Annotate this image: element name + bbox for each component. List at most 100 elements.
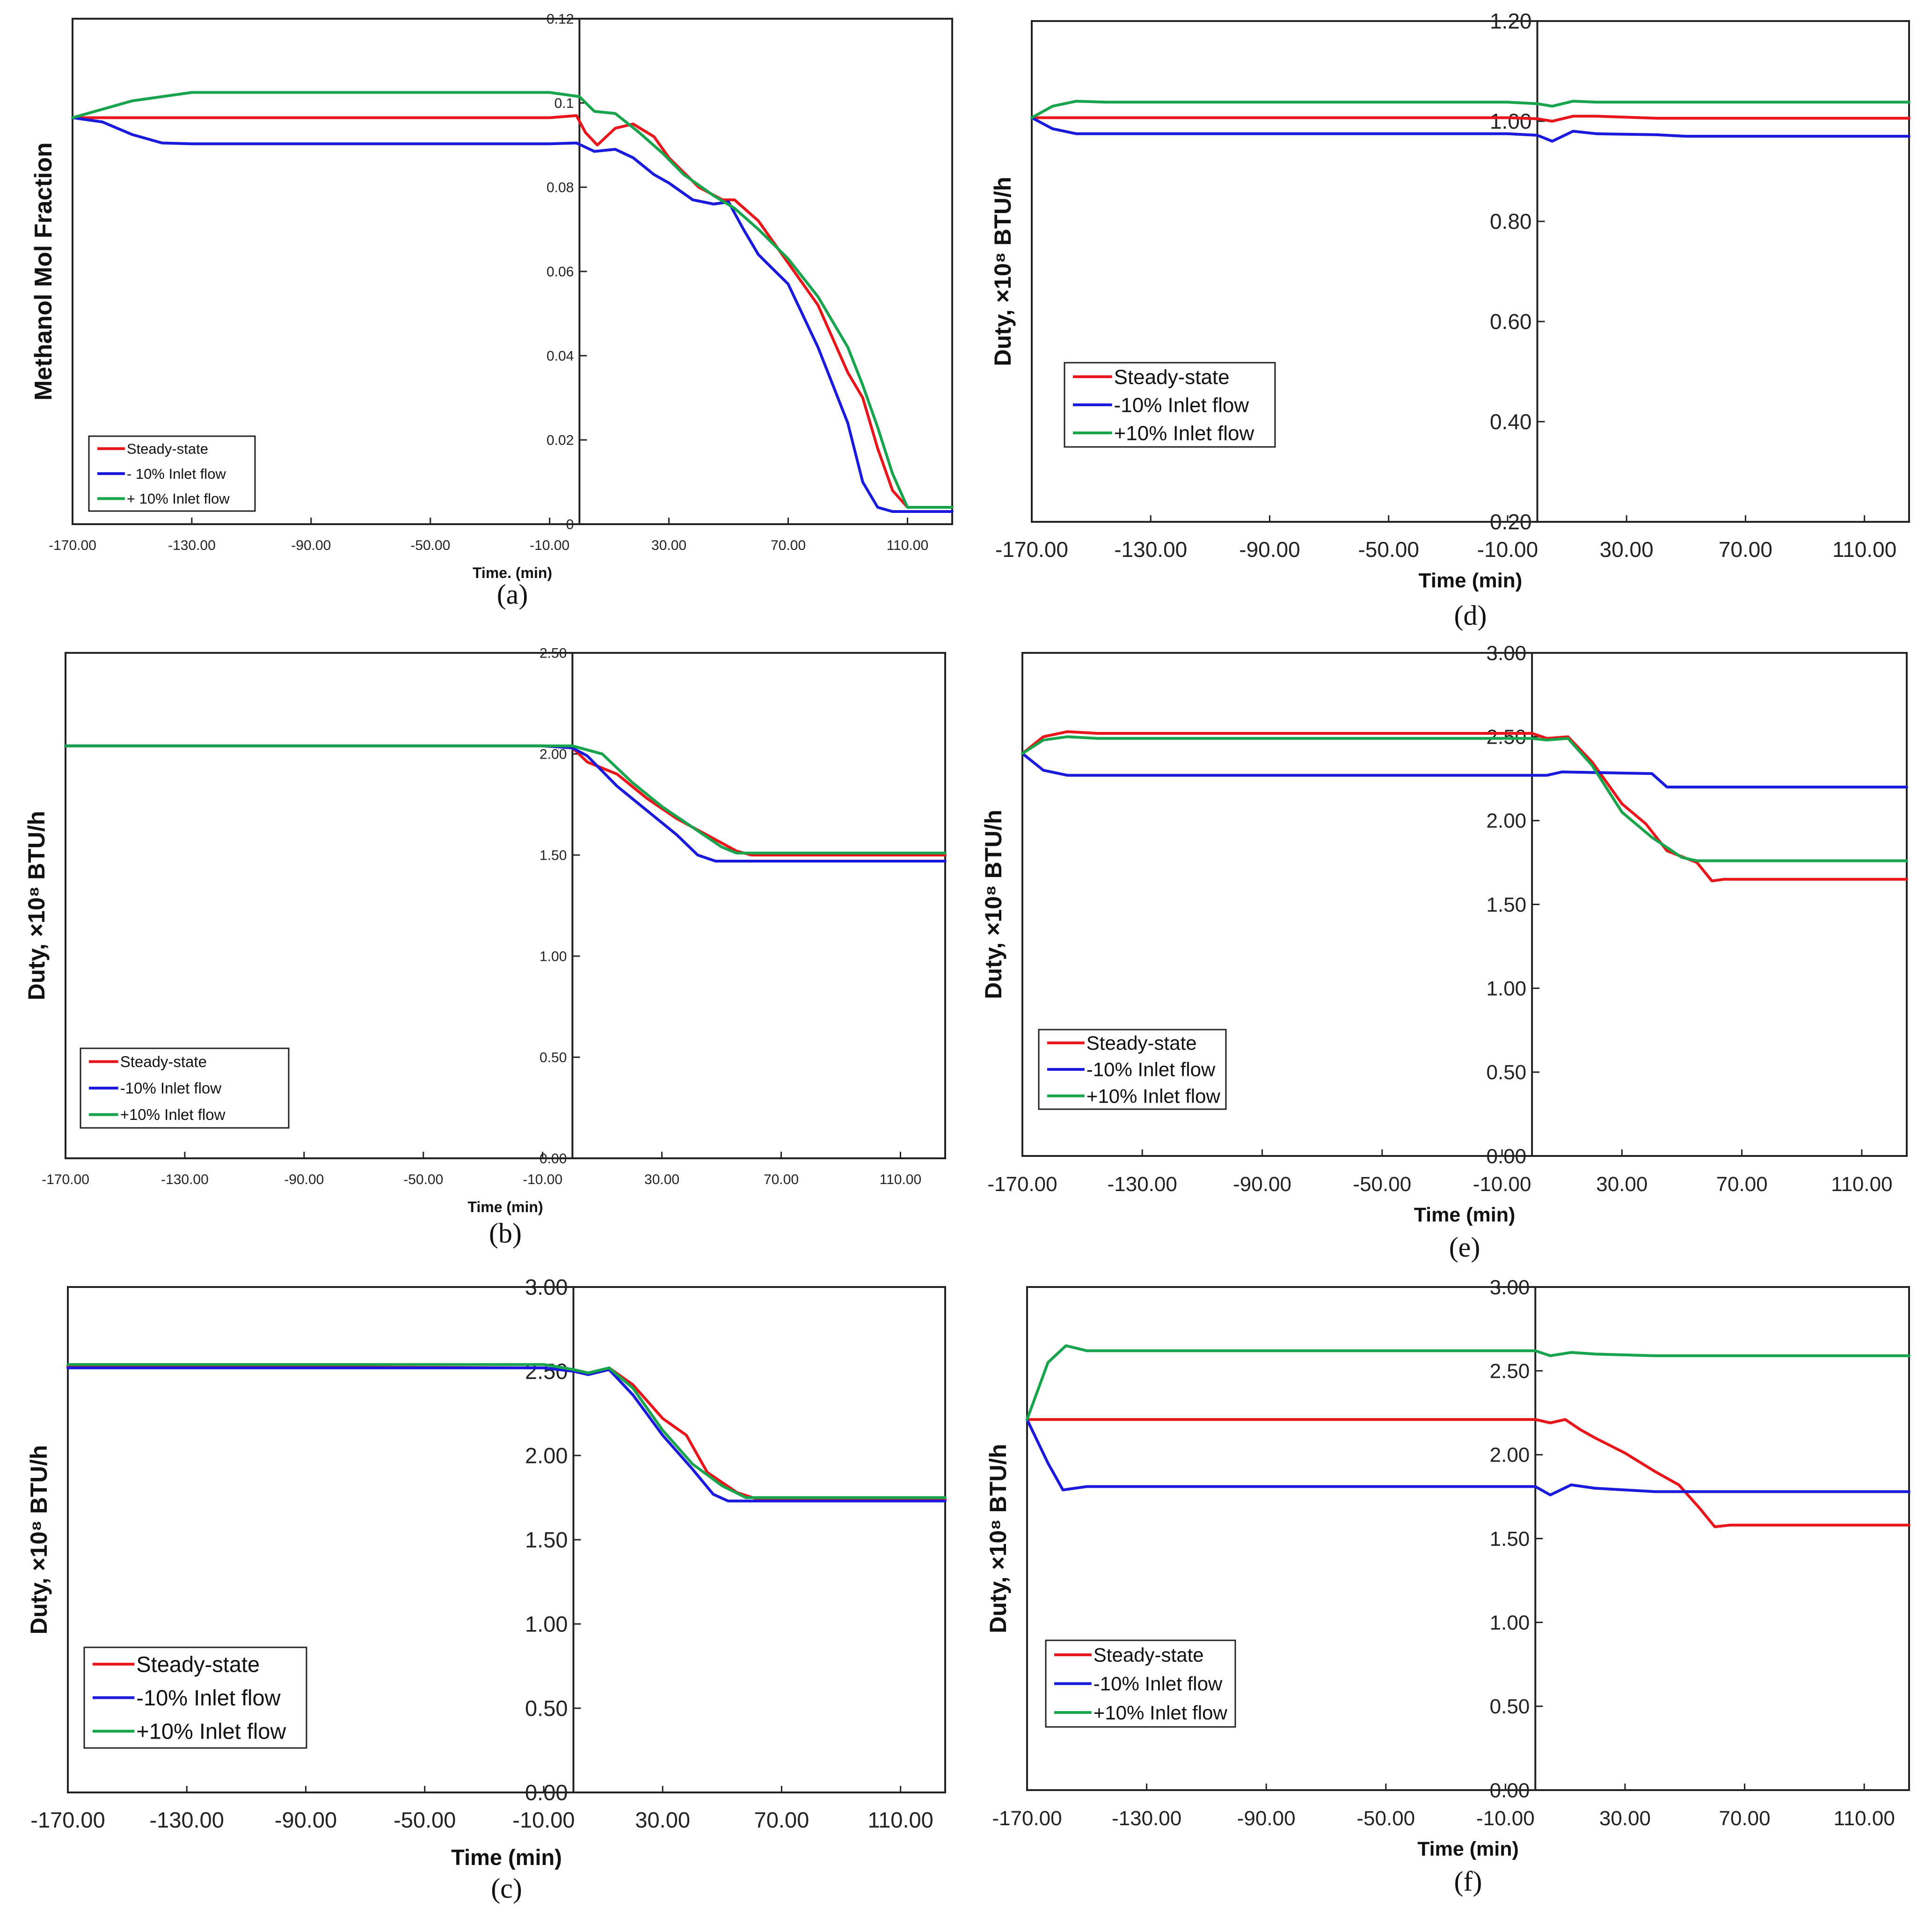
x-tick-label: -90.00 [1237, 1807, 1296, 1830]
y-tick-label: 0.04 [547, 349, 574, 364]
x-tick-label: -10.00 [512, 1807, 575, 1832]
x-axis-title: Time (min) [1417, 1838, 1519, 1860]
y-tick-label: 0.06 [547, 264, 574, 280]
y-tick-label: 0.02 [547, 433, 574, 448]
legend-label: -10% Inlet flow [1114, 394, 1249, 417]
y-tick-label: 2.00 [525, 1443, 568, 1468]
series-line-steady [1026, 1418, 1910, 1528]
y-axis-title: Duty, ×10⁸ BTU/h [980, 810, 1006, 999]
chart-c: 0.00 0.50 1.00 1.50 2.00 2.50 3.00 -170.00 -130.… [26, 1274, 947, 1904]
legend-label: +10% Inlet flow [1086, 1085, 1221, 1107]
x-tick-label: 30.00 [1599, 1807, 1651, 1830]
y-tick-label: 0.00 [525, 1780, 568, 1805]
series-line-minus [71, 116, 954, 513]
legend-label: +10% Inlet flow [136, 1719, 286, 1744]
x-tick-label: -170.00 [992, 1807, 1062, 1830]
y-tick-label: 1.00 [1490, 109, 1532, 133]
x-tick-label: -90.00 [284, 1172, 324, 1187]
x-axis-title: Time (min) [1419, 569, 1523, 592]
y-tick-label: 3.00 [1490, 1276, 1530, 1299]
x-tick-label: -130.00 [1108, 1173, 1177, 1196]
legend-label: +10% Inlet flow [1094, 1702, 1228, 1724]
x-tick-label: -170.00 [30, 1807, 105, 1832]
legend: Steady-state -10% Inlet flow +10% Inlet fl… [1038, 1029, 1227, 1110]
series-line-plus [1026, 1344, 1910, 1421]
y-tick-label: 0.50 [1490, 1695, 1530, 1718]
y-tick-label: 0.50 [525, 1696, 568, 1720]
x-tick-label: 70.00 [764, 1172, 799, 1187]
x-tick-label: -50.00 [1358, 537, 1419, 562]
y-tick-label: 0 [566, 517, 574, 533]
chart-e: 0.000.501.001.502.002.503.00-170.00 -130.… [980, 642, 1908, 1263]
legend-label: Steady-state [1114, 366, 1230, 388]
legend-label: Steady-state [136, 1652, 260, 1676]
legend-label: Steady-state [1086, 1032, 1197, 1054]
series-line-minus [66, 1366, 947, 1503]
x-tick-label: -10.00 [1473, 1173, 1531, 1196]
y-tick-label: 0.1 [554, 96, 574, 111]
legend-label: Steady-state [120, 1053, 207, 1070]
x-tick-label: 30.00 [1596, 1173, 1648, 1196]
y-tick-label: 0.00 [1487, 1145, 1527, 1168]
x-tick-label: -10.00 [523, 1172, 562, 1187]
y-tick-label: 1.00 [1490, 1611, 1530, 1634]
panel-label: (d) [1454, 600, 1487, 631]
x-tick-label: -130.00 [150, 1807, 224, 1832]
x-tick-label: 30.00 [1600, 537, 1654, 562]
y-tick-label: 1.00 [1487, 977, 1527, 1000]
legend-label: -10% Inlet flow [1094, 1673, 1223, 1695]
legend-label: Steady-state [127, 441, 208, 457]
y-tick-label: 0.00 [540, 1151, 567, 1167]
y-tick-label: 1.20 [1490, 9, 1532, 33]
y-tick-label: 0.40 [1490, 410, 1532, 434]
x-axis-title: Time (min) [1414, 1204, 1516, 1226]
legend-label: -10% Inlet flow [1086, 1059, 1216, 1081]
series-line-steady [1030, 115, 1910, 123]
x-tick-label: -50.00 [403, 1172, 443, 1187]
chart-d: 0.20 0.40 0.60 0.80 1.00 1.20 -170.00 -130.00 -9… [990, 9, 1910, 631]
y-tick-label: 0.80 [1490, 209, 1532, 234]
series-line-plus [71, 91, 954, 509]
y-tick-label: 1.00 [525, 1611, 568, 1636]
y-tick-label: 2.50 [1490, 1360, 1530, 1383]
x-tick-label: 70.00 [754, 1807, 809, 1832]
y-tick-label: 2.00 [1487, 810, 1527, 833]
x-tick-label: -170.00 [42, 1172, 89, 1187]
y-tick-label: 2.00 [1490, 1444, 1530, 1467]
x-tick-label: -50.00 [1353, 1173, 1411, 1196]
x-tick-label: 110.00 [1833, 1807, 1895, 1830]
x-tick-label: -130.00 [161, 1172, 209, 1187]
x-tick-label: 110.00 [1831, 1173, 1892, 1196]
x-tick-label: -130.00 [1112, 1807, 1181, 1830]
x-tick-label: -170.00 [49, 538, 96, 553]
series-line-plus [64, 744, 947, 855]
chart-a: 0 0.02 0.04 0.06 0.08 0.1 0.12 -170.00 -130.00 -9… [30, 12, 954, 610]
x-tick-label: 110.00 [880, 1172, 922, 1187]
legend: Steady-state -10% Inlet flow +10% Inlet fl… [1064, 362, 1276, 448]
x-tick-label: -170.00 [995, 537, 1068, 562]
legend-label: -10% Inlet flow [136, 1685, 281, 1710]
x-tick-label: -10.00 [1477, 537, 1538, 562]
x-tick-label: 30.00 [644, 1172, 679, 1187]
chart-f: 0.00 0.50 1.00 1.50 2.00 2.50 3.00 -170.00 -130.… [985, 1276, 1910, 1897]
x-tick-label: -90.00 [275, 1807, 337, 1832]
x-tick-label: -170.00 [987, 1173, 1057, 1196]
x-axis-title: Time (min) [451, 1845, 562, 1870]
x-tick-label: 70.00 [1719, 537, 1772, 562]
y-tick-label: 0.50 [540, 1050, 567, 1066]
panel-label: (a) [497, 579, 528, 610]
y-axis-title: Duty, ×10⁸ BTU/h [23, 811, 50, 1001]
y-tick-label: 1.50 [1490, 1528, 1530, 1550]
x-tick-label: 110.00 [1832, 537, 1896, 562]
panel-label: (b) [489, 1218, 522, 1249]
y-tick-label: 1.50 [525, 1527, 568, 1552]
x-tick-label: 30.00 [635, 1807, 690, 1832]
panel-label: (e) [1449, 1232, 1480, 1263]
y-axis-title: Duty, ×10⁸ BTU/h [990, 177, 1016, 366]
series-line-steady [1021, 730, 1908, 883]
legend-label: -10% Inlet flow [120, 1080, 222, 1097]
x-tick-label: -10.00 [1476, 1807, 1535, 1830]
x-tick-label: -90.00 [1239, 537, 1300, 562]
y-tick-label: 1.50 [540, 848, 567, 863]
